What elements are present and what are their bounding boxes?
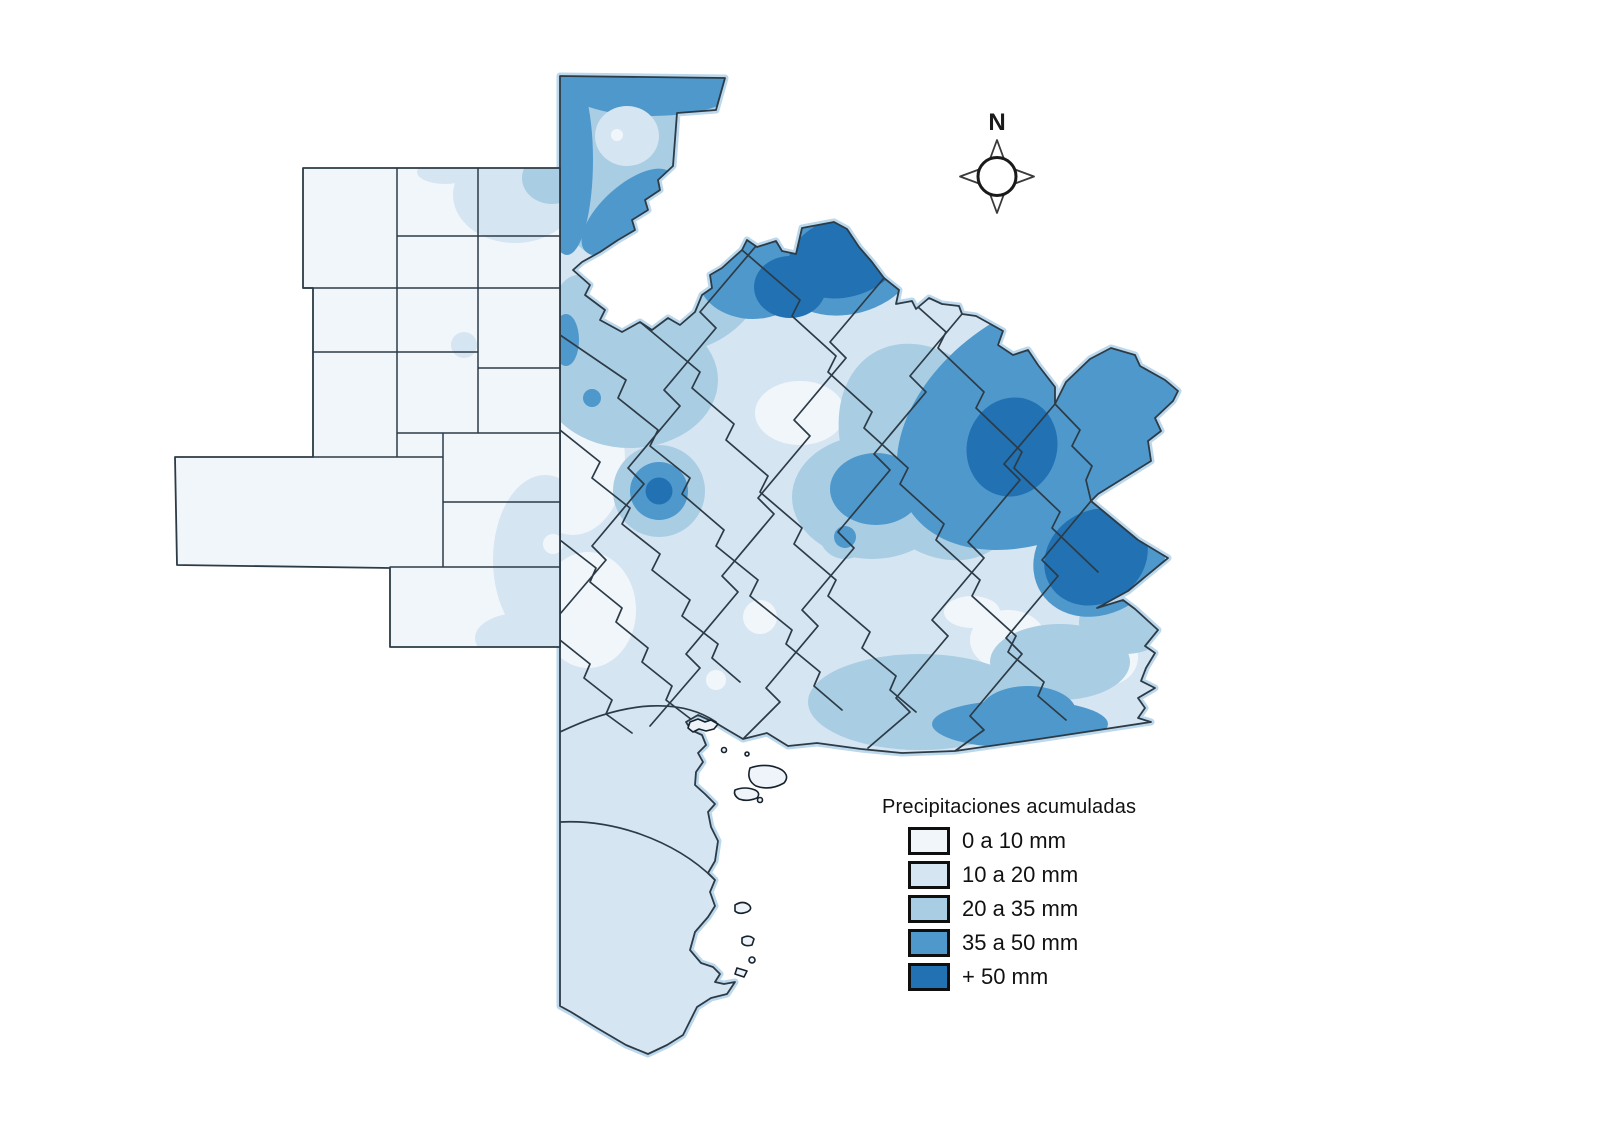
legend-swatch: [908, 861, 950, 889]
district-boundaries: [560, 245, 1099, 880]
region-grid: [174, 167, 561, 648]
legend-items: 0 a 10 mm 10 a 20 mm 20 a 35 mm 35 a 50 mm +…: [880, 827, 1160, 991]
legend-item-label: 10 a 20 mm: [962, 862, 1079, 887]
legend-title: Precipitaciones acumuladas: [882, 796, 1137, 818]
legend-item: 0 a 10 mm: [908, 827, 1160, 855]
legend-item-label: 20 a 35 mm: [962, 896, 1079, 921]
compass-circle: [976, 156, 1018, 197]
compass-west-pointer: [959, 168, 980, 185]
legend-item: 35 a 50 mm: [908, 929, 1160, 957]
legend-swatch: [908, 827, 950, 855]
legend-swatch: [908, 895, 950, 923]
legend-item: 20 a 35 mm: [908, 895, 1160, 923]
legend-item: + 50 mm: [908, 963, 1160, 991]
legend-item-label: 35 a 50 mm: [962, 930, 1079, 955]
legend-item-label: + 50 mm: [962, 964, 1049, 989]
compass-east-pointer: [1014, 168, 1035, 185]
compass-rose: N: [959, 109, 1035, 214]
compass-north-label: N: [988, 109, 1005, 136]
map-legend: Precipitaciones acumuladas 0 a 10 mm 10 a…: [880, 796, 1160, 999]
legend-swatch: [908, 963, 950, 991]
legend-item: 10 a 20 mm: [908, 861, 1160, 889]
legend-swatch: [908, 929, 950, 957]
coastal-islands: [687, 718, 788, 978]
legend-item-label: 0 a 10 mm: [962, 828, 1066, 853]
